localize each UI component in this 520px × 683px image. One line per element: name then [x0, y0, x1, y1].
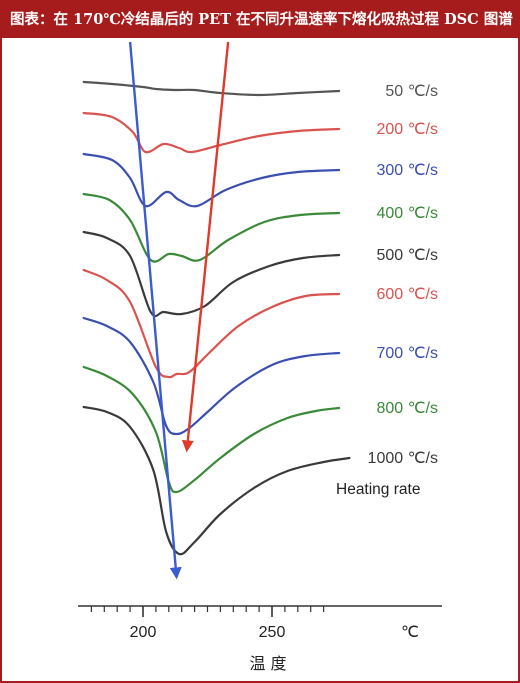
blue-arrow	[128, 41, 182, 580]
legend-label-7: 700 ℃/s	[376, 345, 438, 362]
series-line-3	[82, 152, 341, 208]
series-line-1	[82, 80, 341, 97]
legend-label-6: 600 ℃/s	[376, 286, 438, 303]
x-tick-label-200: 200	[130, 624, 157, 641]
legend-label-3: 300 ℃/s	[376, 162, 438, 179]
series-line-4	[82, 192, 341, 263]
legend-label-9: 1000 ℃/s	[368, 450, 438, 467]
legend-label-1: 50 ℃/s	[385, 83, 438, 100]
legend-label-4: 400 ℃/s	[376, 205, 438, 222]
legend-label-5: 500 ℃/s	[376, 247, 438, 264]
x-tick-label-250: 250	[259, 624, 286, 641]
legend-label-8: 800 ℃/s	[376, 400, 438, 417]
series-line-8	[82, 365, 341, 494]
red-arrow	[181, 41, 230, 453]
chart-title: 图表：在 170℃冷结晶后的 PET 在不同升温速率下熔化吸热过程 DSC 图谱	[2, 2, 518, 38]
series-line-6	[82, 268, 341, 379]
series-line-9	[82, 405, 351, 556]
heating-rate-annotation: Heating rate	[336, 481, 420, 498]
series-line-2	[82, 111, 341, 154]
series-line-5	[82, 230, 341, 318]
dsc-chart: 50 ℃/s 200 ℃/s 300 ℃/s 400 ℃/s 500 ℃/s 600 ℃/…	[78, 41, 442, 673]
x-unit-label: ℃	[401, 624, 419, 641]
series-line-7	[82, 316, 341, 436]
x-axis-title: 温 度	[249, 654, 286, 673]
legend-label-2: 200 ℃/s	[376, 121, 438, 138]
